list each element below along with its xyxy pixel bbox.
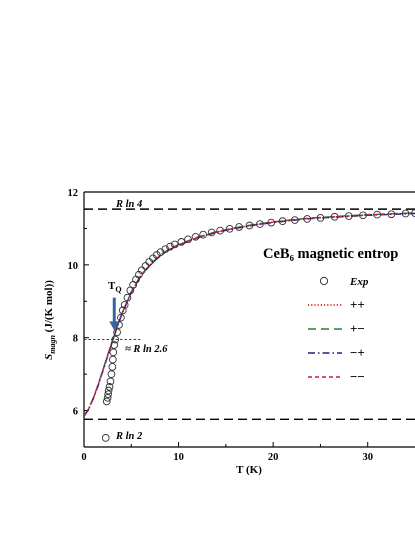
data-point — [110, 341, 119, 349]
data-point — [278, 217, 287, 225]
r-ln4-label: R ln 4 — [115, 199, 142, 210]
data-point — [401, 209, 410, 218]
legend: Exp ++ +− −+ −− — [308, 276, 369, 384]
data-point — [387, 210, 396, 219]
data-point — [191, 232, 200, 241]
x-tick-label: 0 — [81, 452, 86, 463]
series-line — [84, 212, 415, 417]
data-point — [291, 216, 299, 224]
y-axis-label-rest: (J/(K mol)) — [43, 280, 55, 335]
legend-label: Exp — [349, 276, 369, 288]
chart-title: CeB₆ magnetic entrop — [263, 246, 398, 262]
data-point — [118, 306, 127, 315]
data-point — [316, 214, 325, 222]
x-ticks: 0 10 20 30 — [81, 442, 373, 463]
data-point — [101, 434, 110, 442]
data-point — [207, 228, 216, 237]
tq-label: TQ — [108, 280, 122, 294]
data-point — [103, 393, 112, 402]
data-point — [117, 313, 125, 322]
x-tick-label: 10 — [173, 452, 184, 463]
data-point — [120, 301, 129, 309]
y-axis-label-sub: magn — [48, 335, 57, 354]
data-point — [235, 223, 243, 231]
r-ln2-label: R ln 2 — [115, 431, 143, 442]
data-point — [141, 262, 150, 270]
reference-lines — [84, 208, 415, 421]
data-point — [256, 220, 264, 228]
data-point — [102, 397, 111, 406]
data-point — [225, 224, 234, 233]
data-point — [123, 293, 132, 302]
data-point — [137, 266, 146, 275]
legend-label: −+ — [350, 345, 365, 360]
series-line — [84, 212, 415, 417]
data-point — [113, 328, 121, 337]
legend-marker — [319, 276, 329, 286]
data-point — [166, 242, 174, 251]
tq-arrow-head — [109, 321, 120, 331]
data-point — [108, 355, 117, 364]
data-point — [216, 226, 225, 235]
y-tick-label: 12 — [68, 188, 79, 199]
y-axis-label-main: S — [43, 354, 55, 360]
data-point — [106, 377, 115, 386]
data-point — [303, 215, 312, 223]
data-point — [267, 218, 276, 227]
data-point — [107, 370, 116, 378]
data-point — [104, 386, 113, 395]
data-point — [145, 258, 154, 266]
series-line — [84, 212, 415, 417]
data-point — [245, 221, 254, 230]
data-point — [108, 363, 117, 371]
tq-annotation: TQ — [108, 280, 122, 331]
data-point — [411, 209, 415, 217]
data-point — [344, 212, 353, 220]
x-tick-label: 30 — [362, 452, 373, 463]
r-ln26-label: ≈ R ln 2.6 — [125, 344, 168, 355]
data-point — [109, 348, 118, 357]
data-point — [177, 238, 186, 246]
data-point — [199, 230, 208, 239]
x-axis-label: T (K) — [236, 464, 262, 476]
data-point — [184, 235, 192, 244]
y-axis-label: Smagn (J/(K mol)) — [43, 280, 57, 360]
data-point — [161, 245, 170, 254]
data-point — [170, 240, 179, 249]
x-tick-label: 20 — [268, 452, 279, 463]
y-tick-label: 8 — [73, 334, 78, 345]
legend-label: +− — [350, 321, 365, 336]
model-curves — [84, 212, 415, 417]
data-point — [111, 335, 120, 344]
data-point — [373, 210, 382, 219]
y-tick-label: 10 — [68, 261, 79, 272]
data-point — [105, 383, 114, 391]
data-point — [135, 270, 143, 279]
data-point — [359, 211, 367, 220]
tq-label-main: T — [108, 280, 116, 292]
tq-label-sub: Q — [115, 285, 121, 294]
series-line — [84, 212, 415, 417]
experimental-points — [101, 209, 415, 442]
legend-label: −− — [350, 369, 365, 384]
data-point — [330, 212, 339, 221]
legend-label: ++ — [350, 297, 365, 312]
y-ticks: 6 8 10 12 — [68, 188, 89, 448]
data-point — [104, 390, 112, 399]
y-tick-label: 6 — [73, 407, 78, 418]
